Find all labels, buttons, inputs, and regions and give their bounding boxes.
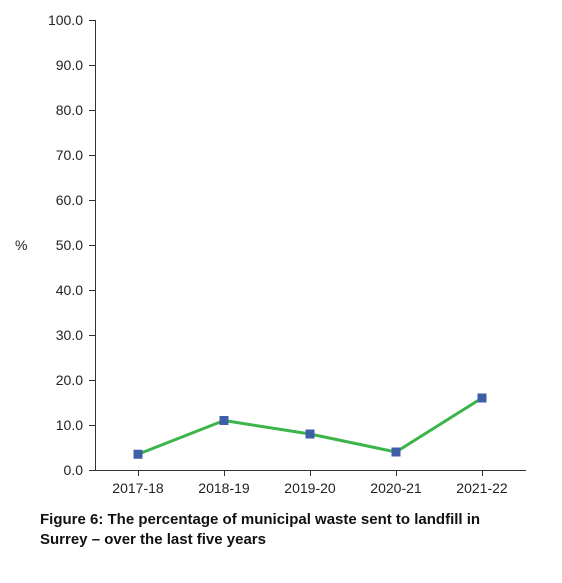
x-tick-label: 2017-18: [112, 480, 163, 496]
y-tick: [89, 245, 95, 246]
y-tick-label: 30.0: [0, 327, 83, 343]
x-tick: [482, 470, 483, 476]
data-marker: [306, 430, 314, 438]
x-tick: [138, 470, 139, 476]
y-tick-label: 60.0: [0, 192, 83, 208]
y-tick: [89, 425, 95, 426]
y-tick: [89, 65, 95, 66]
y-tick: [89, 200, 95, 201]
x-tick-label: 2018-19: [198, 480, 249, 496]
y-tick: [89, 380, 95, 381]
x-tick-label: 2019-20: [284, 480, 335, 496]
y-tick-label: 40.0: [0, 282, 83, 298]
y-tick-label: 90.0: [0, 57, 83, 73]
x-tick: [310, 470, 311, 476]
x-tick: [396, 470, 397, 476]
data-marker: [478, 394, 486, 402]
chart-container: % Figure 6: The percentage of municipal …: [0, 0, 562, 583]
data-marker: [392, 448, 400, 456]
y-tick-label: 20.0: [0, 372, 83, 388]
x-tick: [224, 470, 225, 476]
y-tick-label: 70.0: [0, 147, 83, 163]
y-tick: [89, 110, 95, 111]
y-tick-label: 10.0: [0, 417, 83, 433]
y-tick-label: 80.0: [0, 102, 83, 118]
x-tick-label: 2021-22: [456, 480, 507, 496]
y-tick: [89, 20, 95, 21]
y-tick: [89, 470, 95, 471]
figure-caption: Figure 6: The percentage of municipal wa…: [40, 510, 530, 551]
y-tick: [89, 290, 95, 291]
y-tick: [89, 335, 95, 336]
y-tick-label: 0.0: [0, 462, 83, 478]
y-tick-label: 50.0: [0, 237, 83, 253]
y-tick-label: 100.0: [0, 12, 83, 28]
x-tick-label: 2020-21: [370, 480, 421, 496]
data-marker: [134, 450, 142, 458]
y-tick: [89, 155, 95, 156]
data-marker: [220, 417, 228, 425]
series-line: [138, 398, 482, 454]
